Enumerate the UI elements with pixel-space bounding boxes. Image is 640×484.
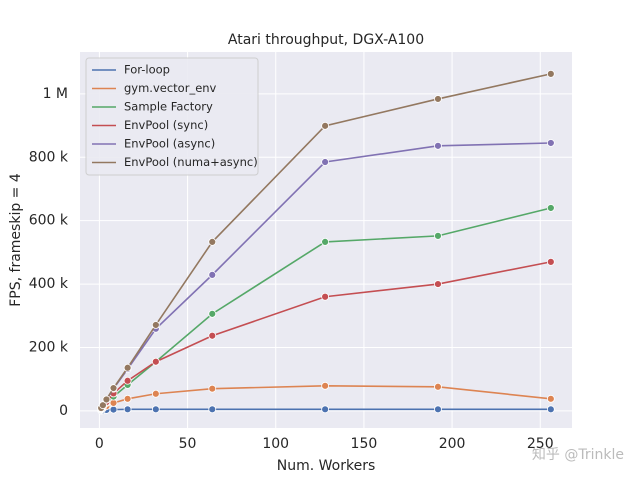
marker: [151, 389, 160, 398]
marker: [546, 394, 555, 403]
marker: [321, 405, 330, 414]
marker: [546, 405, 555, 414]
marker: [321, 121, 330, 130]
marker: [109, 405, 118, 414]
x-tick-label: 0: [95, 436, 104, 452]
marker: [208, 309, 217, 318]
chart-title: Atari throughput, DGX-A100: [228, 32, 424, 48]
legend-label: EnvPool (numa+async): [124, 155, 258, 169]
legend-label: For-loop: [124, 63, 170, 77]
marker: [151, 321, 160, 329]
y-tick-label: 0: [59, 403, 68, 419]
marker: [546, 257, 555, 266]
x-tick-label: 200: [439, 436, 466, 452]
y-axis-label: FPS, frameskip = 4: [8, 173, 24, 307]
marker: [208, 384, 217, 393]
marker: [434, 405, 442, 414]
x-tick-label: 150: [351, 436, 378, 452]
marker: [434, 231, 442, 240]
x-tick-label: 250: [527, 436, 554, 452]
marker: [102, 395, 111, 404]
marker: [546, 204, 555, 212]
marker: [208, 331, 217, 340]
marker: [208, 405, 217, 414]
marker: [123, 405, 132, 414]
marker: [321, 238, 330, 246]
watermark: 知乎 @Trinkle: [532, 446, 624, 463]
marker: [208, 238, 217, 246]
marker: [109, 384, 118, 392]
x-tick-label: 50: [179, 436, 197, 452]
y-tick-label: 1 M: [43, 86, 68, 102]
legend-label: gym.vector_env: [124, 81, 217, 95]
legend-label: EnvPool (async): [124, 137, 215, 151]
y-tick-label: 200 k: [29, 339, 69, 355]
y-tick-label: 800 k: [29, 149, 69, 165]
marker: [434, 141, 442, 150]
x-axis-label: Num. Workers: [277, 458, 376, 474]
marker: [434, 280, 442, 288]
marker: [151, 357, 160, 366]
marker: [123, 376, 132, 385]
marker: [546, 69, 555, 78]
y-tick-label: 600 k: [29, 213, 69, 229]
marker: [434, 95, 442, 103]
marker: [123, 363, 132, 372]
x-tick-label: 100: [262, 436, 289, 452]
marker: [321, 381, 330, 390]
marker: [321, 292, 330, 301]
marker: [123, 394, 132, 403]
marker: [151, 405, 160, 414]
legend: For-loop gym.vector_env Sample Factory EnvP…: [85, 57, 259, 176]
marker: [321, 158, 330, 166]
marker: [434, 382, 442, 391]
y-tick-label: 400 k: [29, 276, 69, 292]
marker: [99, 401, 107, 410]
marker: [546, 139, 555, 147]
legend-label: Sample Factory: [124, 100, 213, 114]
marker: [208, 270, 217, 279]
legend-label: EnvPool (sync): [124, 118, 208, 132]
legend-box: [85, 57, 259, 176]
